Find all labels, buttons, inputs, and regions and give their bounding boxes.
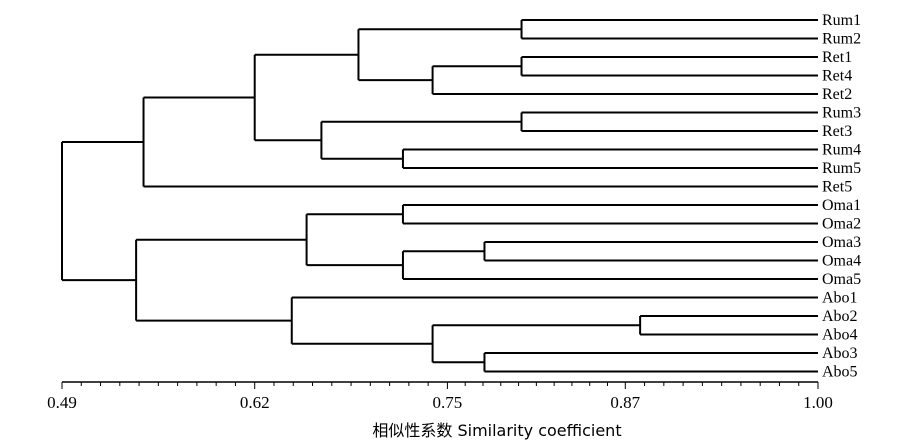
leaf-label: Oma1 [822, 197, 861, 214]
leaf-label: Ret4 [822, 68, 852, 85]
leaf-label: Oma4 [822, 253, 861, 270]
x-tick-label: 0.87 [610, 393, 640, 412]
x-axis: 0.49 0.62 0.75 0.87 1.00 [47, 381, 833, 412]
leaf-label: Abo2 [822, 308, 858, 325]
leaf-label: Abo1 [822, 290, 858, 307]
leaf-label: Rum2 [822, 31, 861, 48]
x-tick-label: 0.75 [433, 393, 463, 412]
leaf-label: Rum3 [822, 105, 861, 122]
leaf-label: Ret5 [822, 179, 852, 196]
leaf-label: Abo4 [822, 327, 858, 344]
x-tick-label: 0.49 [47, 393, 77, 412]
x-tick-label: 0.62 [240, 393, 270, 412]
leaf-label: Ret2 [822, 86, 852, 103]
leaf-label: Rum5 [822, 160, 861, 177]
leaf-label: Oma2 [822, 216, 861, 233]
leaf-label: Ret1 [822, 49, 852, 66]
x-tick-label: 1.00 [803, 393, 833, 412]
leaf-label: Abo3 [822, 345, 858, 362]
leaf-label: Abo5 [822, 364, 858, 381]
dendrogram-branches [61, 19, 818, 373]
leaf-label: Oma5 [822, 271, 861, 288]
leaf-label: Ret3 [822, 123, 852, 140]
leaf-label: Rum4 [822, 142, 861, 159]
x-axis-title: 相似性系数 Similarity coefficient [372, 421, 621, 440]
leaf-label: Oma3 [822, 234, 861, 251]
leaf-label: Rum1 [822, 12, 861, 29]
x-axis-ticks: 0.49 0.62 0.75 0.87 1.00 [47, 382, 833, 412]
